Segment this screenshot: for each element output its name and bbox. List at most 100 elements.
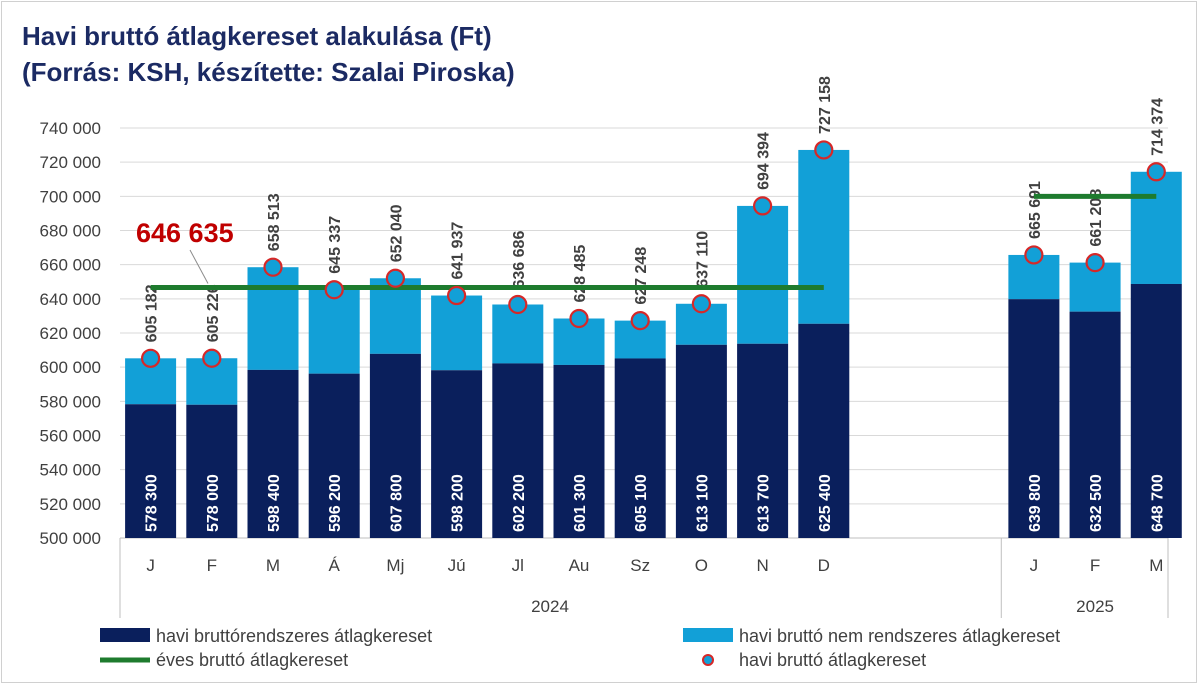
legend-swatch <box>702 654 714 666</box>
x-tick-label: Sz <box>630 556 650 575</box>
x-tick-label: Mj <box>386 556 404 575</box>
bar-base-label: 607 800 <box>388 474 405 532</box>
annual-average-label: 646 635 <box>136 218 234 248</box>
bar-extra-segment <box>737 205 789 344</box>
x-tick-label: M <box>266 556 280 575</box>
y-tick-label: 640 000 <box>40 290 101 309</box>
y-tick-label: 540 000 <box>40 461 101 480</box>
legend-label: havi bruttó nem rendszeres átlagkereset <box>739 626 1060 646</box>
y-tick-label: 740 000 <box>40 119 101 138</box>
y-tick-label: 600 000 <box>40 358 101 377</box>
monthly-average-marker <box>447 285 467 306</box>
y-tick-label: 700 000 <box>40 187 101 206</box>
y-tick-label: 560 000 <box>40 427 101 446</box>
bar-base-segment <box>369 353 421 538</box>
monthly-average-marker <box>691 294 712 314</box>
bar-base-segment <box>308 373 360 538</box>
x-tick-label: Á <box>329 556 341 575</box>
bar-total-label: 645 337 <box>327 216 344 274</box>
x-tick-label: O <box>695 556 708 575</box>
y-tick-label: 680 000 <box>40 222 101 241</box>
x-group-label: 2024 <box>531 597 569 616</box>
bar-base-label: 601 300 <box>572 474 589 532</box>
bar-total-label: 641 937 <box>450 222 467 280</box>
bar-total-label: 605 226 <box>205 284 222 342</box>
y-tick-label: 620 000 <box>40 324 101 343</box>
monthly-average-marker <box>263 257 283 277</box>
monthly-average-marker <box>1024 245 1044 265</box>
x-tick-label: Au <box>569 556 590 575</box>
bar-base-segment <box>1008 299 1060 538</box>
title-line-2: (Forrás: KSH, készítette: Szalai Piroska… <box>22 57 515 87</box>
bar-base-segment <box>737 343 789 538</box>
bar-total-label: 628 485 <box>572 245 589 303</box>
y-tick-label: 720 000 <box>40 153 101 172</box>
y-tick-label: 500 000 <box>40 529 101 548</box>
x-tick-label: N <box>756 556 768 575</box>
y-tick-label: 660 000 <box>40 256 101 275</box>
bar-extra-segment <box>369 278 421 354</box>
bar-base-segment <box>431 370 483 538</box>
monthly-average-marker <box>752 196 773 216</box>
bar-base-label: 602 200 <box>511 474 528 532</box>
bar-total-label: 637 110 <box>694 231 711 288</box>
x-tick-label: F <box>207 556 217 575</box>
bar-extra-segment <box>492 304 544 364</box>
bar-base-label: 648 700 <box>1149 474 1166 532</box>
y-tick-label: 580 000 <box>40 392 101 411</box>
legend-label: éves bruttó átlagkereset <box>156 650 348 670</box>
monthly-average-marker <box>324 280 344 300</box>
y-tick-label: 520 000 <box>40 495 101 514</box>
bar-base-segment <box>675 344 727 538</box>
bar-total-label: 727 158 <box>817 76 834 134</box>
bar-base-label: 613 700 <box>756 474 773 532</box>
monthly-average-marker <box>1146 162 1166 182</box>
bar-total-label: 665 691 <box>1027 181 1044 239</box>
bar-base-label: 578 000 <box>205 474 222 532</box>
legend-swatch <box>100 628 150 642</box>
bar-base-label: 639 800 <box>1027 474 1044 532</box>
chart-title: Havi bruttó átlagkereset alakulása (Ft) … <box>22 18 515 90</box>
bar-base-label: 632 500 <box>1088 474 1105 532</box>
annual-label-leader <box>189 249 209 284</box>
x-tick-label: F <box>1090 556 1100 575</box>
bar-total-label: 652 040 <box>388 204 405 262</box>
bar-base-label: 625 400 <box>817 474 834 532</box>
legend-label: havi bruttó átlagkereset <box>739 650 926 670</box>
bar-total-label: 605 182 <box>144 284 161 342</box>
bar-base-segment <box>1130 283 1182 538</box>
x-tick-label: D <box>818 556 830 575</box>
bar-base-segment <box>247 369 299 538</box>
legend-label: havi bruttórendszeres átlagkereset <box>156 626 432 646</box>
bar-base-label: 605 100 <box>633 474 650 532</box>
bar-total-label: 627 248 <box>633 247 650 305</box>
bar-base-segment <box>614 358 666 538</box>
bar-base-segment <box>125 404 177 538</box>
x-tick-label: M <box>1149 556 1163 575</box>
bar-total-label: 661 208 <box>1088 189 1105 247</box>
legend-swatch <box>683 628 733 642</box>
bar-extra-segment <box>431 295 483 371</box>
bar-base-label: 598 200 <box>450 474 467 532</box>
bar-base-label: 596 200 <box>327 474 344 532</box>
monthly-average-marker <box>814 140 834 160</box>
bar-base-label: 578 300 <box>144 474 161 532</box>
bar-base-segment <box>798 323 850 538</box>
bar-extra-segment <box>1130 171 1182 284</box>
bar-extra-segment <box>308 289 360 374</box>
bar-base-segment <box>1069 311 1121 538</box>
monthly-average-marker <box>630 311 650 331</box>
bar-total-label: 658 513 <box>266 193 283 251</box>
title-line-1: Havi bruttó átlagkereset alakulása (Ft) <box>22 21 492 51</box>
bar-base-label: 613 100 <box>694 474 711 532</box>
x-tick-label: Jú <box>448 556 466 575</box>
monthly-average-marker <box>1085 253 1105 273</box>
bar-total-label: 636 686 <box>511 231 528 289</box>
bar-extra-segment <box>798 149 850 324</box>
bar-base-label: 598 400 <box>266 474 283 532</box>
bar-base-segment <box>492 363 544 538</box>
monthly-average-marker <box>569 308 589 329</box>
bar-base-segment <box>553 364 605 538</box>
